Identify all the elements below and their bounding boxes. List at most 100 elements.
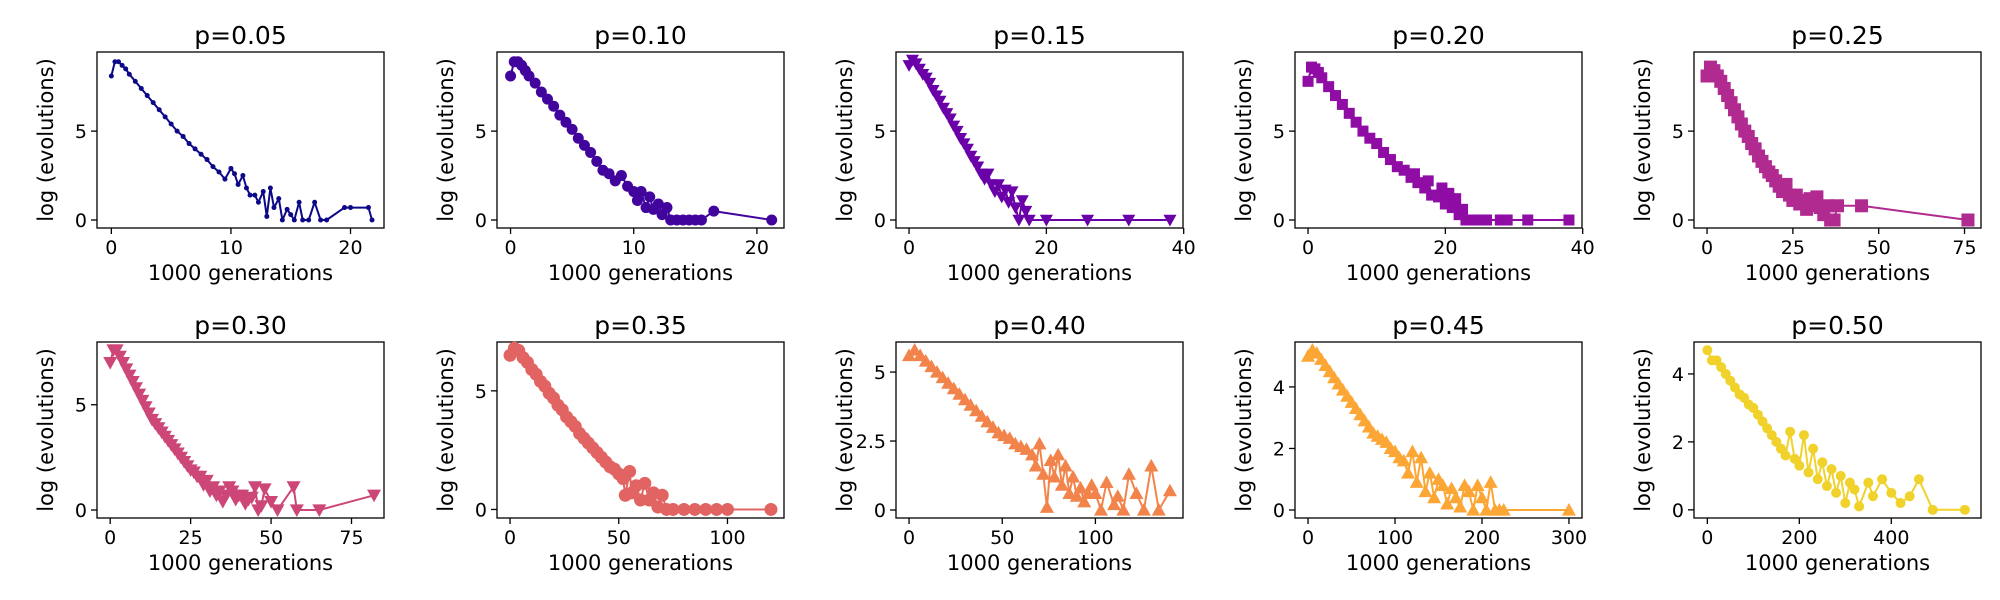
data-point [1408, 168, 1420, 180]
x-tick-label: 20 [1433, 237, 1457, 259]
data-point [1330, 90, 1342, 102]
y-tick-label: 2.5 [856, 431, 886, 453]
x-tick-label: 10 [622, 237, 646, 259]
subplot-10: p=0.50 0 200 400 0 2 4 1000 generations log (evo… [1631, 311, 1982, 575]
data-point [1073, 480, 1088, 494]
y-tick-label: 0 [1672, 500, 1684, 522]
y-tick-label: 0 [1273, 500, 1285, 522]
data-point [1422, 466, 1437, 479]
data-point [122, 369, 137, 383]
data-point [1927, 504, 1938, 515]
y-tick-label: 4 [1672, 364, 1684, 386]
data-point [542, 93, 554, 105]
x-tick-label: 0 [903, 237, 915, 259]
x-axis-label: 1000 generations [148, 261, 333, 285]
y-tick-label: 0 [874, 210, 886, 232]
x-axis-label: 1000 generations [1346, 551, 1531, 575]
data-point [1474, 214, 1486, 226]
subplot-5: p=0.25 0 25 50 75 0 5 1000 generations log (evol… [1631, 21, 1982, 285]
chart-title: p=0.15 [993, 21, 1085, 50]
x-tick-label: 0 [504, 527, 516, 549]
data-point [652, 198, 664, 210]
data-point [270, 504, 285, 517]
data-point [1481, 214, 1493, 226]
data-point [578, 139, 590, 151]
data-point [138, 401, 153, 414]
x-tick-label: 25 [1781, 237, 1805, 259]
data-point [1460, 214, 1472, 226]
y-tick-label: 5 [475, 121, 487, 143]
series-line [1706, 349, 1965, 511]
x-tick-label: 75 [339, 527, 363, 549]
data-point [1483, 475, 1498, 488]
data-point [1022, 214, 1036, 227]
x-tick-label: 200 [1781, 527, 1817, 549]
data-point [288, 212, 294, 218]
subplot-3: p=0.15 0 20 40 0 5 1000 generations log (evolut… [833, 21, 1196, 285]
data-point [1401, 466, 1416, 479]
data-point [548, 100, 560, 112]
data-point [1959, 504, 1970, 515]
data-point [318, 217, 324, 223]
data-point [1019, 205, 1033, 218]
y-axis-label: log (evolutions) [434, 58, 458, 222]
y-tick-label: 0 [1672, 210, 1684, 232]
axes-frame [1693, 51, 1982, 229]
chart-title: p=0.50 [1791, 311, 1883, 340]
data-point [1877, 474, 1888, 485]
data-point [1440, 496, 1455, 510]
data-point [1808, 443, 1819, 454]
chart-title: p=0.20 [1392, 21, 1484, 50]
data-point [1012, 214, 1026, 227]
y-axis-label: log (evolutions) [833, 58, 857, 222]
chart-title: p=0.40 [993, 311, 1085, 340]
data-point [279, 217, 285, 223]
y-tick-label: 0 [475, 499, 487, 521]
data-point [1522, 214, 1534, 226]
data-point [1780, 450, 1791, 461]
data-point [1110, 489, 1125, 502]
data-point [306, 217, 312, 223]
data-point [132, 388, 147, 402]
data-point [112, 350, 127, 364]
data-point [1422, 175, 1434, 187]
data-point [1810, 190, 1824, 204]
x-axis-label: 1000 generations [1745, 551, 1930, 575]
data-point [1025, 447, 1040, 461]
data-point [257, 483, 272, 496]
y-tick-label: 0 [1273, 210, 1285, 232]
data-point [312, 199, 318, 205]
data-point [1077, 494, 1092, 508]
data-point [125, 375, 140, 389]
axes-frame [1294, 341, 1583, 519]
chart-title: p=0.05 [194, 21, 286, 50]
x-axis-label: 1000 generations [548, 551, 733, 575]
data-point [244, 491, 259, 505]
data-point [1831, 487, 1842, 498]
data-point [369, 217, 375, 223]
data-point [1849, 484, 1860, 495]
data-point [960, 143, 974, 156]
data-point [1494, 214, 1506, 226]
subplot-1: p=0.05 0 10 20 0 5 1000 generations log (evolut… [34, 21, 385, 285]
y-tick-label: 5 [75, 395, 87, 417]
x-tick-label: 40 [1172, 237, 1196, 259]
data-point [1163, 214, 1177, 227]
x-axis-label: 1000 generations [148, 551, 333, 575]
chart-title: p=0.35 [594, 311, 686, 340]
data-point [655, 488, 669, 502]
y-axis-label: log (evolutions) [34, 348, 58, 512]
series-line [110, 60, 373, 221]
data-point [225, 485, 240, 499]
data-point [1039, 214, 1053, 227]
data-point [150, 100, 156, 106]
data-point [286, 481, 301, 494]
data-point [222, 176, 228, 182]
y-axis-label: log (evolutions) [434, 348, 458, 512]
data-point [1798, 430, 1809, 441]
x-tick-label: 200 [1464, 527, 1500, 549]
data-point [1088, 486, 1103, 500]
chart-title: p=0.45 [1392, 311, 1484, 340]
data-point [720, 502, 734, 516]
data-point [128, 382, 143, 395]
